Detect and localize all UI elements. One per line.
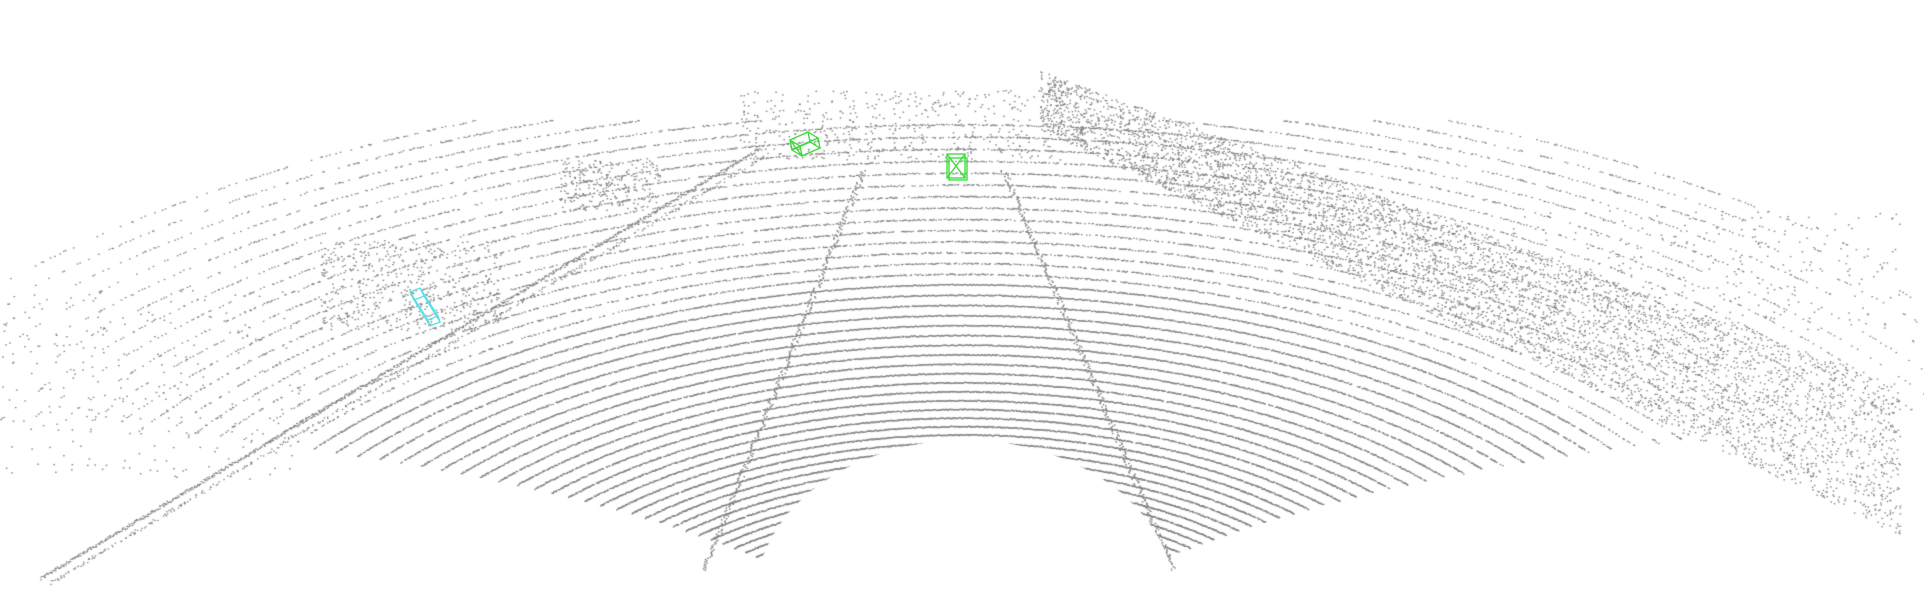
bounding-box-pedestrian	[409, 287, 441, 327]
bounding-box-car-center	[946, 153, 968, 181]
bounding-box-car-left	[788, 131, 822, 157]
